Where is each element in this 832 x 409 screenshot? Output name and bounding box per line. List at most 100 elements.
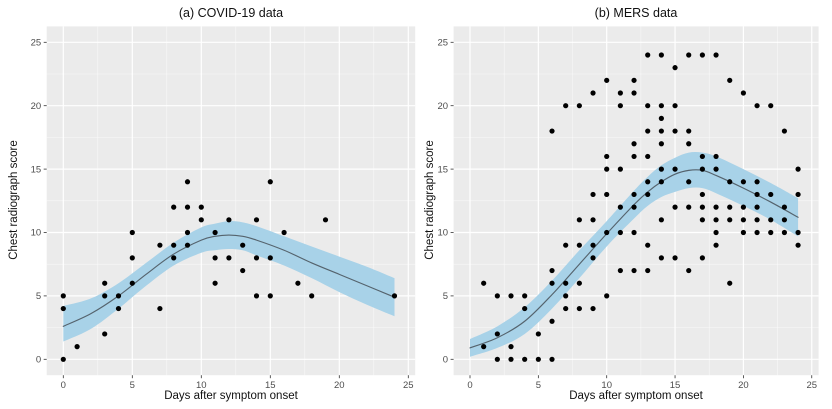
data-point bbox=[699, 255, 705, 261]
data-point bbox=[740, 204, 746, 210]
data-point bbox=[60, 293, 66, 299]
data-point bbox=[658, 217, 664, 223]
data-point bbox=[686, 179, 692, 185]
data-point bbox=[240, 242, 246, 248]
data-point bbox=[590, 217, 596, 223]
data-point bbox=[590, 90, 596, 96]
data-point bbox=[740, 90, 746, 96]
data-point bbox=[604, 166, 610, 172]
data-point bbox=[672, 255, 678, 261]
data-point bbox=[198, 204, 204, 210]
data-point bbox=[795, 166, 801, 172]
data-point bbox=[686, 128, 692, 134]
data-point bbox=[102, 331, 108, 337]
data-point bbox=[267, 255, 273, 261]
data-point bbox=[631, 204, 637, 210]
data-point bbox=[686, 267, 692, 274]
data-point bbox=[795, 229, 801, 236]
data-point bbox=[658, 115, 664, 121]
x-tick-label: 25 bbox=[806, 380, 817, 391]
data-point bbox=[604, 153, 610, 160]
data-point bbox=[494, 293, 500, 299]
mers-scatter-plot: 0 5 10 15 20 25 0 5 10 15 20 25 bbox=[438, 26, 819, 391]
data-point bbox=[281, 229, 287, 236]
data-point bbox=[617, 204, 623, 210]
data-point bbox=[322, 217, 329, 223]
data-point bbox=[672, 204, 678, 210]
data-point bbox=[563, 280, 569, 286]
data-point bbox=[658, 128, 664, 134]
data-point bbox=[494, 356, 500, 362]
data-point bbox=[391, 293, 398, 299]
x-tick-label: 15 bbox=[670, 380, 681, 391]
data-point bbox=[309, 293, 315, 299]
mers-x-axis-label: Days after symptom onset bbox=[569, 390, 703, 402]
data-point bbox=[645, 179, 651, 185]
data-point bbox=[576, 103, 582, 109]
data-point bbox=[253, 293, 260, 299]
data-point bbox=[740, 217, 746, 223]
x-tick-label: 5 bbox=[130, 380, 135, 391]
data-point bbox=[115, 293, 122, 299]
data-point bbox=[713, 229, 719, 236]
data-point bbox=[658, 179, 664, 185]
data-point bbox=[686, 52, 692, 58]
data-point bbox=[645, 242, 651, 248]
data-point bbox=[740, 179, 746, 185]
data-point bbox=[645, 128, 651, 134]
data-point bbox=[549, 267, 555, 274]
data-point bbox=[604, 77, 610, 83]
data-point bbox=[576, 242, 582, 248]
data-point bbox=[768, 191, 774, 198]
data-point bbox=[740, 229, 746, 236]
x-tick-label: 20 bbox=[738, 380, 749, 391]
data-point bbox=[713, 242, 719, 248]
data-point bbox=[563, 305, 569, 312]
x-tick-label: 0 bbox=[61, 380, 66, 391]
data-point bbox=[686, 141, 692, 147]
data-point bbox=[604, 293, 610, 299]
y-tick-label: 5 bbox=[443, 291, 448, 302]
data-point bbox=[590, 305, 596, 312]
confidence-band bbox=[470, 152, 799, 357]
data-point bbox=[699, 52, 705, 58]
data-point bbox=[212, 280, 218, 286]
confidence-band bbox=[63, 221, 395, 342]
data-point bbox=[754, 229, 760, 236]
data-point bbox=[60, 305, 66, 312]
data-point bbox=[549, 128, 555, 134]
data-point bbox=[631, 141, 637, 147]
x-tick-label: 10 bbox=[601, 380, 612, 391]
y-tick-label: 0 bbox=[443, 355, 448, 366]
data-point bbox=[226, 217, 232, 223]
data-point bbox=[699, 153, 705, 160]
data-point bbox=[74, 344, 80, 350]
data-point bbox=[508, 293, 514, 299]
data-point bbox=[781, 217, 788, 223]
data-point bbox=[686, 204, 692, 210]
y-tick-label: 20 bbox=[31, 101, 42, 112]
data-point bbox=[576, 305, 582, 312]
data-point bbox=[754, 191, 760, 198]
data-point bbox=[212, 229, 218, 236]
data-point bbox=[295, 280, 301, 286]
data-point bbox=[508, 344, 514, 350]
data-point bbox=[713, 204, 719, 210]
data-point bbox=[535, 331, 541, 337]
data-point bbox=[658, 255, 664, 261]
y-tick-label: 25 bbox=[438, 38, 449, 49]
data-point bbox=[549, 356, 555, 362]
data-point bbox=[631, 267, 637, 274]
data-point bbox=[645, 153, 651, 160]
x-tick-label: 20 bbox=[334, 380, 345, 391]
data-point bbox=[60, 356, 66, 362]
data-point bbox=[102, 280, 108, 286]
data-point bbox=[508, 356, 514, 362]
data-point bbox=[522, 305, 528, 312]
data-point bbox=[617, 103, 623, 109]
data-point bbox=[795, 242, 801, 248]
covid-scatter-plot: 0 5 10 15 20 25 0 5 10 15 20 25 bbox=[31, 26, 416, 391]
data-point bbox=[184, 242, 191, 248]
